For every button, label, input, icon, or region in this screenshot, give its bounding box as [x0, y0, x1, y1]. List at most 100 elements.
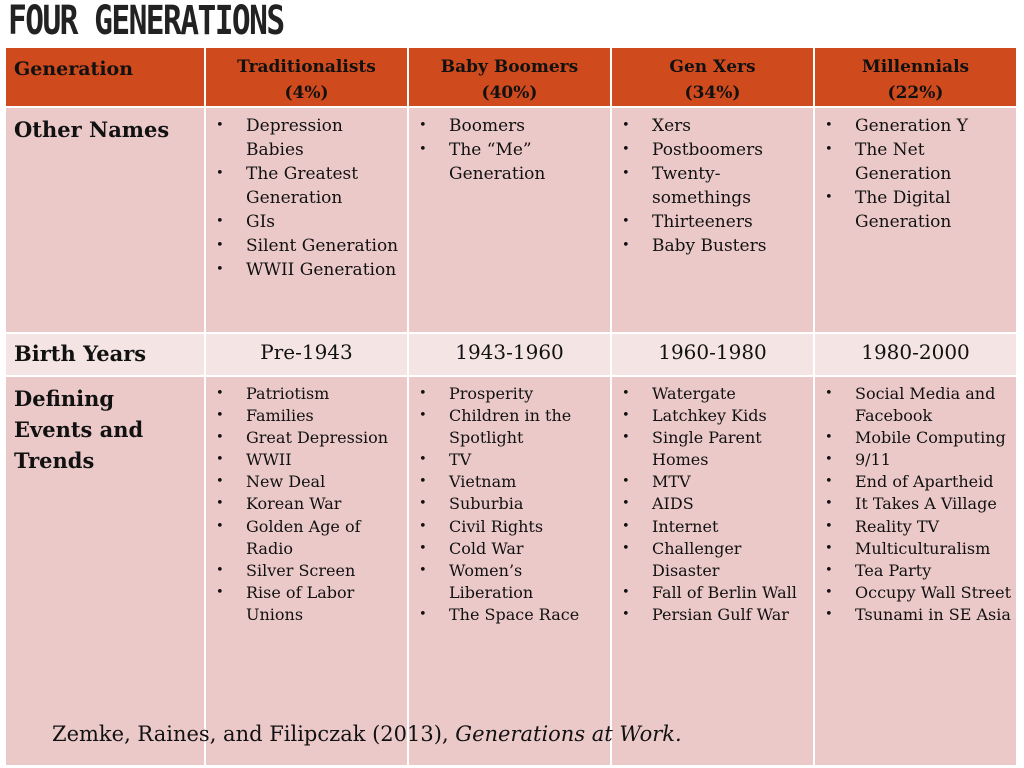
column-name: Traditionalists: [237, 57, 376, 77]
list-item: The Net Generation: [825, 138, 1012, 186]
list-item: Civil Rights: [419, 516, 606, 538]
column-share: (40%): [481, 83, 538, 103]
defining-events-cell: Social Media and FacebookMobile Computin…: [813, 375, 1018, 767]
list-item: Fall of Berlin Wall: [622, 582, 809, 604]
list-item: Tea Party: [825, 560, 1012, 582]
list-item: New Deal: [216, 471, 403, 493]
list-item: Boomers: [419, 114, 606, 138]
birth-years-value: 1960-1980: [658, 340, 767, 364]
list-item: Tsunami in SE Asia: [825, 604, 1012, 626]
birth-years-value: Pre-1943: [260, 340, 353, 364]
birth-years-cell: Pre-1943: [204, 332, 409, 377]
list-item: Golden Age of Radio: [216, 516, 403, 560]
list-item: Baby Busters: [622, 234, 809, 258]
citation-authors: Zemke, Raines, and Filipczak (2013),: [52, 722, 456, 746]
list-item: Generation Y: [825, 114, 1012, 138]
header-gen-xers: Gen Xers (34%): [610, 46, 815, 108]
row-label: Other Names: [14, 117, 170, 142]
row-label-cell: Other Names: [4, 106, 206, 334]
list-item: Silver Screen: [216, 560, 403, 582]
other-names-list: Generation YThe Net GenerationThe Digita…: [815, 108, 1016, 234]
defining-events-list: Social Media and FacebookMobile Computin…: [815, 377, 1016, 626]
list-item: MTV: [622, 471, 809, 493]
defining-events-list: PatriotismFamiliesGreat DepressionWWIINe…: [206, 377, 407, 626]
row-label-cell: Defining Events and Trends: [4, 375, 206, 767]
birth-years-cell: 1943-1960: [407, 332, 612, 377]
list-item: Thirteeners: [622, 210, 809, 234]
list-item: Silent Generation: [216, 234, 403, 258]
column-share: (34%): [684, 83, 741, 103]
birth-years-value: 1943-1960: [455, 340, 564, 364]
column-name: Baby Boomers: [440, 57, 579, 77]
list-item: Internet: [622, 516, 809, 538]
slide-title: FOUR GENERATIONS: [8, 0, 285, 44]
list-item: Korean War: [216, 493, 403, 515]
row-label-cell: Birth Years: [4, 332, 206, 377]
other-names-cell: XersPostboomersTwenty-somethingsThirteen…: [610, 106, 815, 334]
list-item: Women’s Liberation: [419, 560, 606, 604]
list-item: Twenty-somethings: [622, 162, 809, 210]
list-item: WWII: [216, 449, 403, 471]
header-row-label: Generation: [4, 46, 206, 108]
list-item: TV: [419, 449, 606, 471]
defining-events-row: Defining Events and Trends PatriotismFam…: [4, 375, 1018, 767]
list-item: Great Depression: [216, 427, 403, 449]
list-item: Prosperity: [419, 383, 606, 405]
list-item: Challenger Disaster: [622, 538, 809, 582]
list-item: Reality TV: [825, 516, 1012, 538]
birth-years-cell: 1960-1980: [610, 332, 815, 377]
list-item: Occupy Wall Street: [825, 582, 1012, 604]
list-item: Patriotism: [216, 383, 403, 405]
other-names-cell: Generation YThe Net GenerationThe Digita…: [813, 106, 1018, 334]
header-row: Generation Traditionalists (4%) Baby Boo…: [4, 46, 1018, 108]
other-names-row: Other Names Depression BabiesThe Greates…: [4, 106, 1018, 334]
birth-years-cell: 1980-2000: [813, 332, 1018, 377]
list-item: AIDS: [622, 493, 809, 515]
list-item: WWII Generation: [216, 258, 403, 282]
row-label: Defining Events and Trends: [14, 386, 144, 473]
list-item: Children in the Spotlight: [419, 405, 606, 449]
other-names-list: Depression BabiesThe Greatest Generation…: [206, 108, 407, 282]
birth-years-value: 1980-2000: [861, 340, 970, 364]
list-item: Watergate: [622, 383, 809, 405]
list-item: Social Media and Facebook: [825, 383, 1012, 427]
defining-events-cell: ProsperityChildren in the SpotlightTVVie…: [407, 375, 612, 767]
other-names-cell: BoomersThe “Me” Generation: [407, 106, 612, 334]
column-name: Gen Xers: [669, 57, 756, 77]
row-label: Birth Years: [14, 341, 147, 366]
list-item: Vietnam: [419, 471, 606, 493]
header-baby-boomers: Baby Boomers (40%): [407, 46, 612, 108]
list-item: Postboomers: [622, 138, 809, 162]
defining-events-cell: PatriotismFamiliesGreat DepressionWWIINe…: [204, 375, 409, 767]
defining-events-list: WatergateLatchkey KidsSingle Parent Home…: [612, 377, 813, 626]
list-item: It Takes A Village: [825, 493, 1012, 515]
list-item: Mobile Computing: [825, 427, 1012, 449]
generations-table: Generation Traditionalists (4%) Baby Boo…: [4, 46, 1018, 767]
list-item: End of Apartheid: [825, 471, 1012, 493]
citation: Zemke, Raines, and Filipczak (2013), Gen…: [52, 722, 682, 746]
defining-events-list: ProsperityChildren in the SpotlightTVVie…: [409, 377, 610, 626]
defining-events-cell: WatergateLatchkey KidsSingle Parent Home…: [610, 375, 815, 767]
list-item: GIs: [216, 210, 403, 234]
header-millennials: Millennials (22%): [813, 46, 1018, 108]
list-item: The “Me” Generation: [419, 138, 606, 186]
list-item: The Space Race: [419, 604, 606, 626]
list-item: Single Parent Homes: [622, 427, 809, 471]
list-item: Latchkey Kids: [622, 405, 809, 427]
list-item: Xers: [622, 114, 809, 138]
list-item: The Greatest Generation: [216, 162, 403, 210]
list-item: The Digital Generation: [825, 186, 1012, 234]
list-item: 9/11: [825, 449, 1012, 471]
other-names-cell: Depression BabiesThe Greatest Generation…: [204, 106, 409, 334]
citation-work-title: Generations at Work.: [455, 722, 682, 746]
list-item: Families: [216, 405, 403, 427]
other-names-list: BoomersThe “Me” Generation: [409, 108, 610, 186]
list-item: Depression Babies: [216, 114, 403, 162]
other-names-list: XersPostboomersTwenty-somethingsThirteen…: [612, 108, 813, 258]
column-share: (4%): [284, 83, 329, 103]
list-item: Cold War: [419, 538, 606, 560]
list-item: Multiculturalism: [825, 538, 1012, 560]
list-item: Persian Gulf War: [622, 604, 809, 626]
column-share: (22%): [887, 83, 944, 103]
list-item: Rise of Labor Unions: [216, 582, 403, 626]
